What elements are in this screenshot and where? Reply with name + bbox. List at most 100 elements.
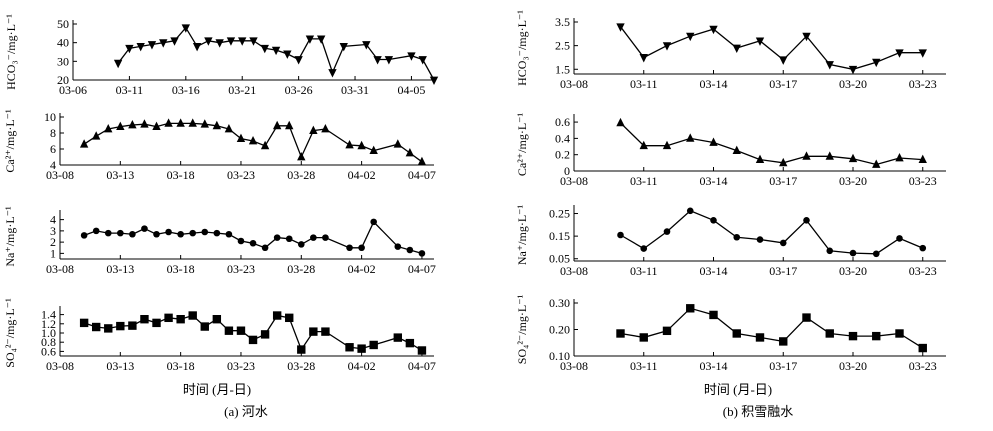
y-tick-label: 0.10 — [549, 349, 570, 363]
data-point — [116, 121, 125, 130]
data-point — [321, 124, 330, 133]
data-point — [825, 329, 834, 338]
data-point — [316, 35, 326, 44]
x-tick-label: 03-08 — [46, 262, 74, 276]
y-axis-label: Na⁺/mg·L⁻¹ — [3, 206, 17, 267]
data-point — [80, 232, 88, 239]
data-point — [616, 329, 625, 338]
data-point — [272, 311, 282, 320]
data-point — [339, 43, 348, 52]
data-point — [91, 131, 101, 140]
chart-panel-a1: 03-06 03-11 03-16 03-21 03-26 03-31 04-05 20 30 4… — [4, 14, 439, 97]
y-tick-label: 20 — [57, 73, 69, 87]
data-point — [128, 120, 137, 129]
data-point — [407, 52, 416, 61]
x-tick-label: 03-13 — [106, 359, 134, 373]
data-point — [152, 318, 161, 328]
y-axis-label: SO₄²⁻/mg·L⁻¹ — [3, 298, 17, 368]
x-axis-label-left: 时间 (月-日) — [183, 382, 251, 397]
data-point — [848, 153, 858, 163]
x-tick-label: 03-18 — [167, 168, 195, 182]
data-point — [147, 41, 157, 50]
chart-panel-b4: 03-08 03-11 03-14 03-17 03-20 03-23 0.10 0.20 0.… — [515, 294, 946, 373]
data-point — [260, 140, 270, 150]
data-point — [872, 159, 881, 168]
y-tick-label: 40 — [57, 36, 69, 50]
data-point — [328, 69, 337, 78]
x-tick-label: 03-08 — [46, 168, 74, 182]
y-tick-label: 1.4 — [41, 308, 56, 322]
data-point — [639, 333, 648, 342]
data-point — [273, 234, 281, 241]
x-tick-label: 03-11 — [630, 77, 658, 91]
data-point — [271, 46, 281, 56]
y-tick-label: 0.05 — [549, 252, 570, 266]
data-point — [128, 321, 137, 330]
x-tick-label: 03-08 — [560, 359, 588, 373]
y-tick-label: 0.6 — [41, 344, 56, 358]
x-tick-label: 03-23 — [227, 359, 255, 373]
series-line — [619, 26, 923, 70]
data-point — [418, 56, 427, 65]
data-point — [165, 228, 172, 236]
data-point — [918, 343, 927, 353]
y-tick-label: 0.25 — [549, 207, 570, 221]
data-point — [215, 39, 224, 48]
x-tick-label: 03-23 — [909, 77, 937, 91]
y-tick-label: 3 — [50, 224, 56, 238]
data-point — [849, 249, 857, 257]
x-tick-label: 03-16 — [172, 83, 200, 97]
data-point — [136, 43, 145, 52]
data-point — [164, 118, 173, 127]
x-tick-label: 03-21 — [228, 83, 256, 97]
data-point — [710, 217, 717, 224]
data-point — [418, 250, 426, 257]
data-point — [358, 244, 365, 252]
data-point — [345, 343, 354, 352]
data-point — [140, 315, 149, 324]
data-point — [895, 49, 904, 58]
data-point — [309, 125, 318, 134]
y-tick-label: 3.5 — [555, 15, 570, 29]
x-tick-label: 03-20 — [839, 264, 867, 278]
x-tick-label: 03-17 — [769, 264, 797, 278]
data-point — [152, 121, 161, 130]
data-point — [309, 327, 318, 336]
data-point — [663, 228, 671, 235]
data-point — [92, 227, 100, 235]
data-point — [104, 229, 112, 237]
data-point — [129, 230, 136, 238]
data-point — [709, 137, 718, 146]
x-tick-label: 03-08 — [560, 174, 588, 188]
data-point — [429, 76, 439, 85]
data-point — [226, 37, 236, 46]
data-point — [249, 239, 257, 247]
y-tick-label: 0.20 — [549, 323, 570, 337]
x-tick-label: 03-13 — [106, 262, 134, 276]
data-point — [260, 330, 270, 339]
x-axis-label-right: 时间 (月-日) — [704, 382, 772, 397]
y-tick-label: 2 — [50, 235, 56, 249]
x-tick-label: 03-11 — [630, 359, 658, 373]
data-point — [297, 241, 305, 248]
data-point — [140, 119, 149, 128]
data-point — [872, 331, 881, 341]
y-tick-label: 4 — [50, 158, 56, 172]
data-point — [370, 218, 377, 226]
x-tick-label: 03-14 — [700, 77, 728, 91]
data-point — [709, 25, 718, 35]
y-tick-label: 1.5 — [555, 62, 570, 76]
chart-panel-b2: 03-08 03-11 03-14 03-17 03-20 03-23 0 0.2 0.4 0.6… — [515, 113, 946, 188]
data-point — [116, 321, 125, 331]
x-tick-label: 03-28 — [287, 168, 315, 182]
data-point — [755, 333, 765, 342]
data-point — [756, 236, 764, 243]
data-point — [260, 44, 269, 54]
x-tick-label: 03-23 — [227, 262, 255, 276]
x-tick-label: 03-23 — [909, 174, 937, 188]
data-point — [212, 120, 222, 130]
y-tick-label: 0 — [564, 164, 570, 178]
x-tick-label: 03-20 — [839, 77, 867, 91]
